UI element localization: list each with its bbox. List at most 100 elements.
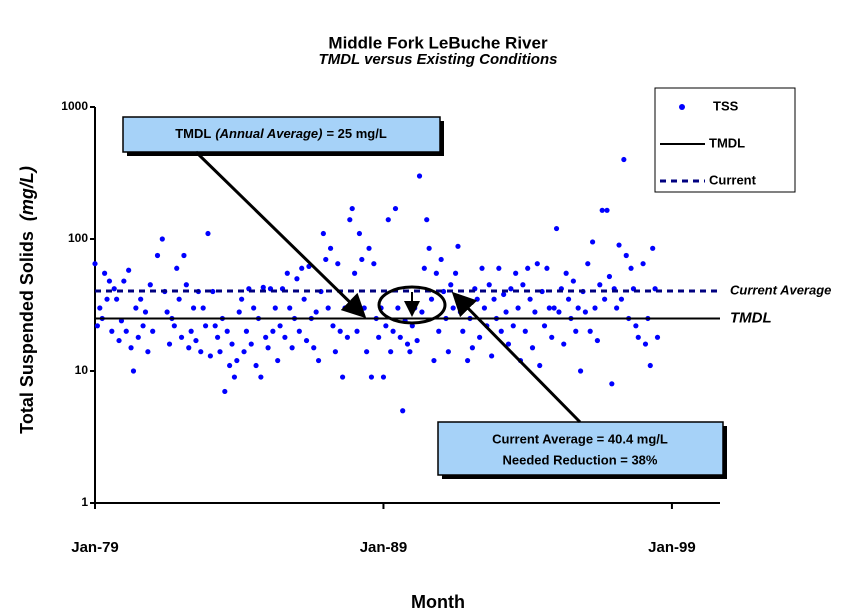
data-point: [347, 217, 353, 223]
data-point: [392, 205, 399, 212]
data-point: [532, 309, 538, 315]
data-point: [275, 357, 281, 364]
data-point: [400, 408, 406, 414]
data-point: [448, 282, 454, 288]
data-point: [224, 328, 230, 334]
data-point: [460, 328, 466, 334]
data-point: [330, 323, 336, 329]
plot-area: 1 10 100 1000 Jan-79 Jan-89 Jan-99 TMDL Current …: [61, 99, 831, 556]
data-point: [551, 305, 557, 311]
data-point: [522, 328, 528, 334]
data-point: [383, 323, 389, 329]
data-point: [407, 349, 413, 355]
data-point: [354, 328, 360, 334]
data-point: [231, 374, 238, 380]
data-point: [272, 305, 278, 311]
data-point: [284, 270, 290, 276]
data-point: [594, 337, 601, 344]
data-point: [635, 334, 641, 340]
data-point: [525, 265, 531, 271]
data-point: [164, 309, 170, 315]
data-point: [445, 349, 451, 355]
data-point: [433, 270, 439, 276]
data-point: [166, 341, 173, 347]
data-point: [368, 374, 375, 380]
data-point: [150, 328, 156, 334]
data-point: [104, 296, 110, 302]
tmdl-box-part: (Annual Average): [215, 126, 322, 141]
current-box-line: Needed Reduction = 38%: [503, 452, 658, 467]
data-point: [577, 368, 584, 374]
data-point: [587, 328, 593, 334]
data-point: [294, 276, 300, 282]
data-point: [474, 296, 480, 302]
data-point: [501, 291, 507, 298]
data-point: [241, 349, 247, 355]
chart-subtitle: TMDL versus Existing Conditions: [319, 51, 558, 68]
data-point: [97, 305, 103, 311]
data-point: [193, 337, 199, 344]
legend-box: [654, 87, 796, 193]
data-point: [592, 305, 598, 311]
data-point: [335, 261, 341, 267]
data-point: [650, 245, 656, 251]
data-point: [116, 337, 122, 344]
data-point: [178, 334, 185, 340]
data-point: [469, 345, 476, 351]
data-point: [243, 328, 250, 334]
data-point: [212, 323, 218, 329]
data-point: [248, 341, 254, 347]
data-point: [183, 282, 189, 288]
data-point: [621, 156, 627, 163]
data-point: [217, 349, 223, 355]
data-point: [282, 334, 288, 340]
data-point: [388, 349, 394, 355]
data-point: [142, 309, 149, 315]
data-point: [462, 296, 468, 302]
data-point: [190, 305, 197, 311]
data-point: [503, 309, 509, 315]
data-point: [570, 278, 576, 284]
legend-label: TMDL: [709, 135, 745, 150]
data-point: [623, 252, 629, 259]
data-point: [229, 341, 235, 347]
data-point: [260, 284, 266, 290]
line-label: TMDL: [730, 309, 772, 326]
data-point: [320, 230, 326, 237]
tmdl-box-part: = 25 mg/L: [326, 126, 386, 141]
data-point: [205, 230, 211, 237]
data-point: [553, 225, 560, 232]
data-point: [529, 345, 536, 351]
data-point: [409, 323, 415, 329]
data-point: [253, 362, 259, 369]
line-label: Current Average: [730, 282, 831, 297]
data-point: [128, 345, 134, 351]
data-point: [457, 309, 463, 315]
data-point: [303, 337, 310, 344]
data-point: [508, 286, 514, 292]
data-point: [145, 349, 151, 355]
data-point: [227, 362, 233, 369]
data-point: [126, 267, 132, 273]
data-point: [537, 362, 543, 369]
data-point: [270, 328, 276, 334]
data-point: [563, 270, 569, 276]
data-point: [359, 256, 365, 263]
data-point: [464, 357, 471, 364]
data-point: [109, 328, 115, 334]
data-point: [419, 309, 425, 315]
data-point: [323, 256, 329, 263]
data-point: [376, 334, 382, 340]
data-point: [513, 270, 519, 276]
data-point: [599, 207, 605, 213]
y-tick-label: 100: [68, 231, 88, 245]
data-point: [541, 323, 548, 329]
data-point: [416, 173, 423, 179]
data-point: [606, 273, 613, 280]
data-point: [135, 334, 141, 340]
data-point: [556, 309, 562, 315]
data-point: [299, 265, 305, 271]
data-point: [455, 243, 461, 249]
y-tick-label: 10: [75, 363, 89, 377]
